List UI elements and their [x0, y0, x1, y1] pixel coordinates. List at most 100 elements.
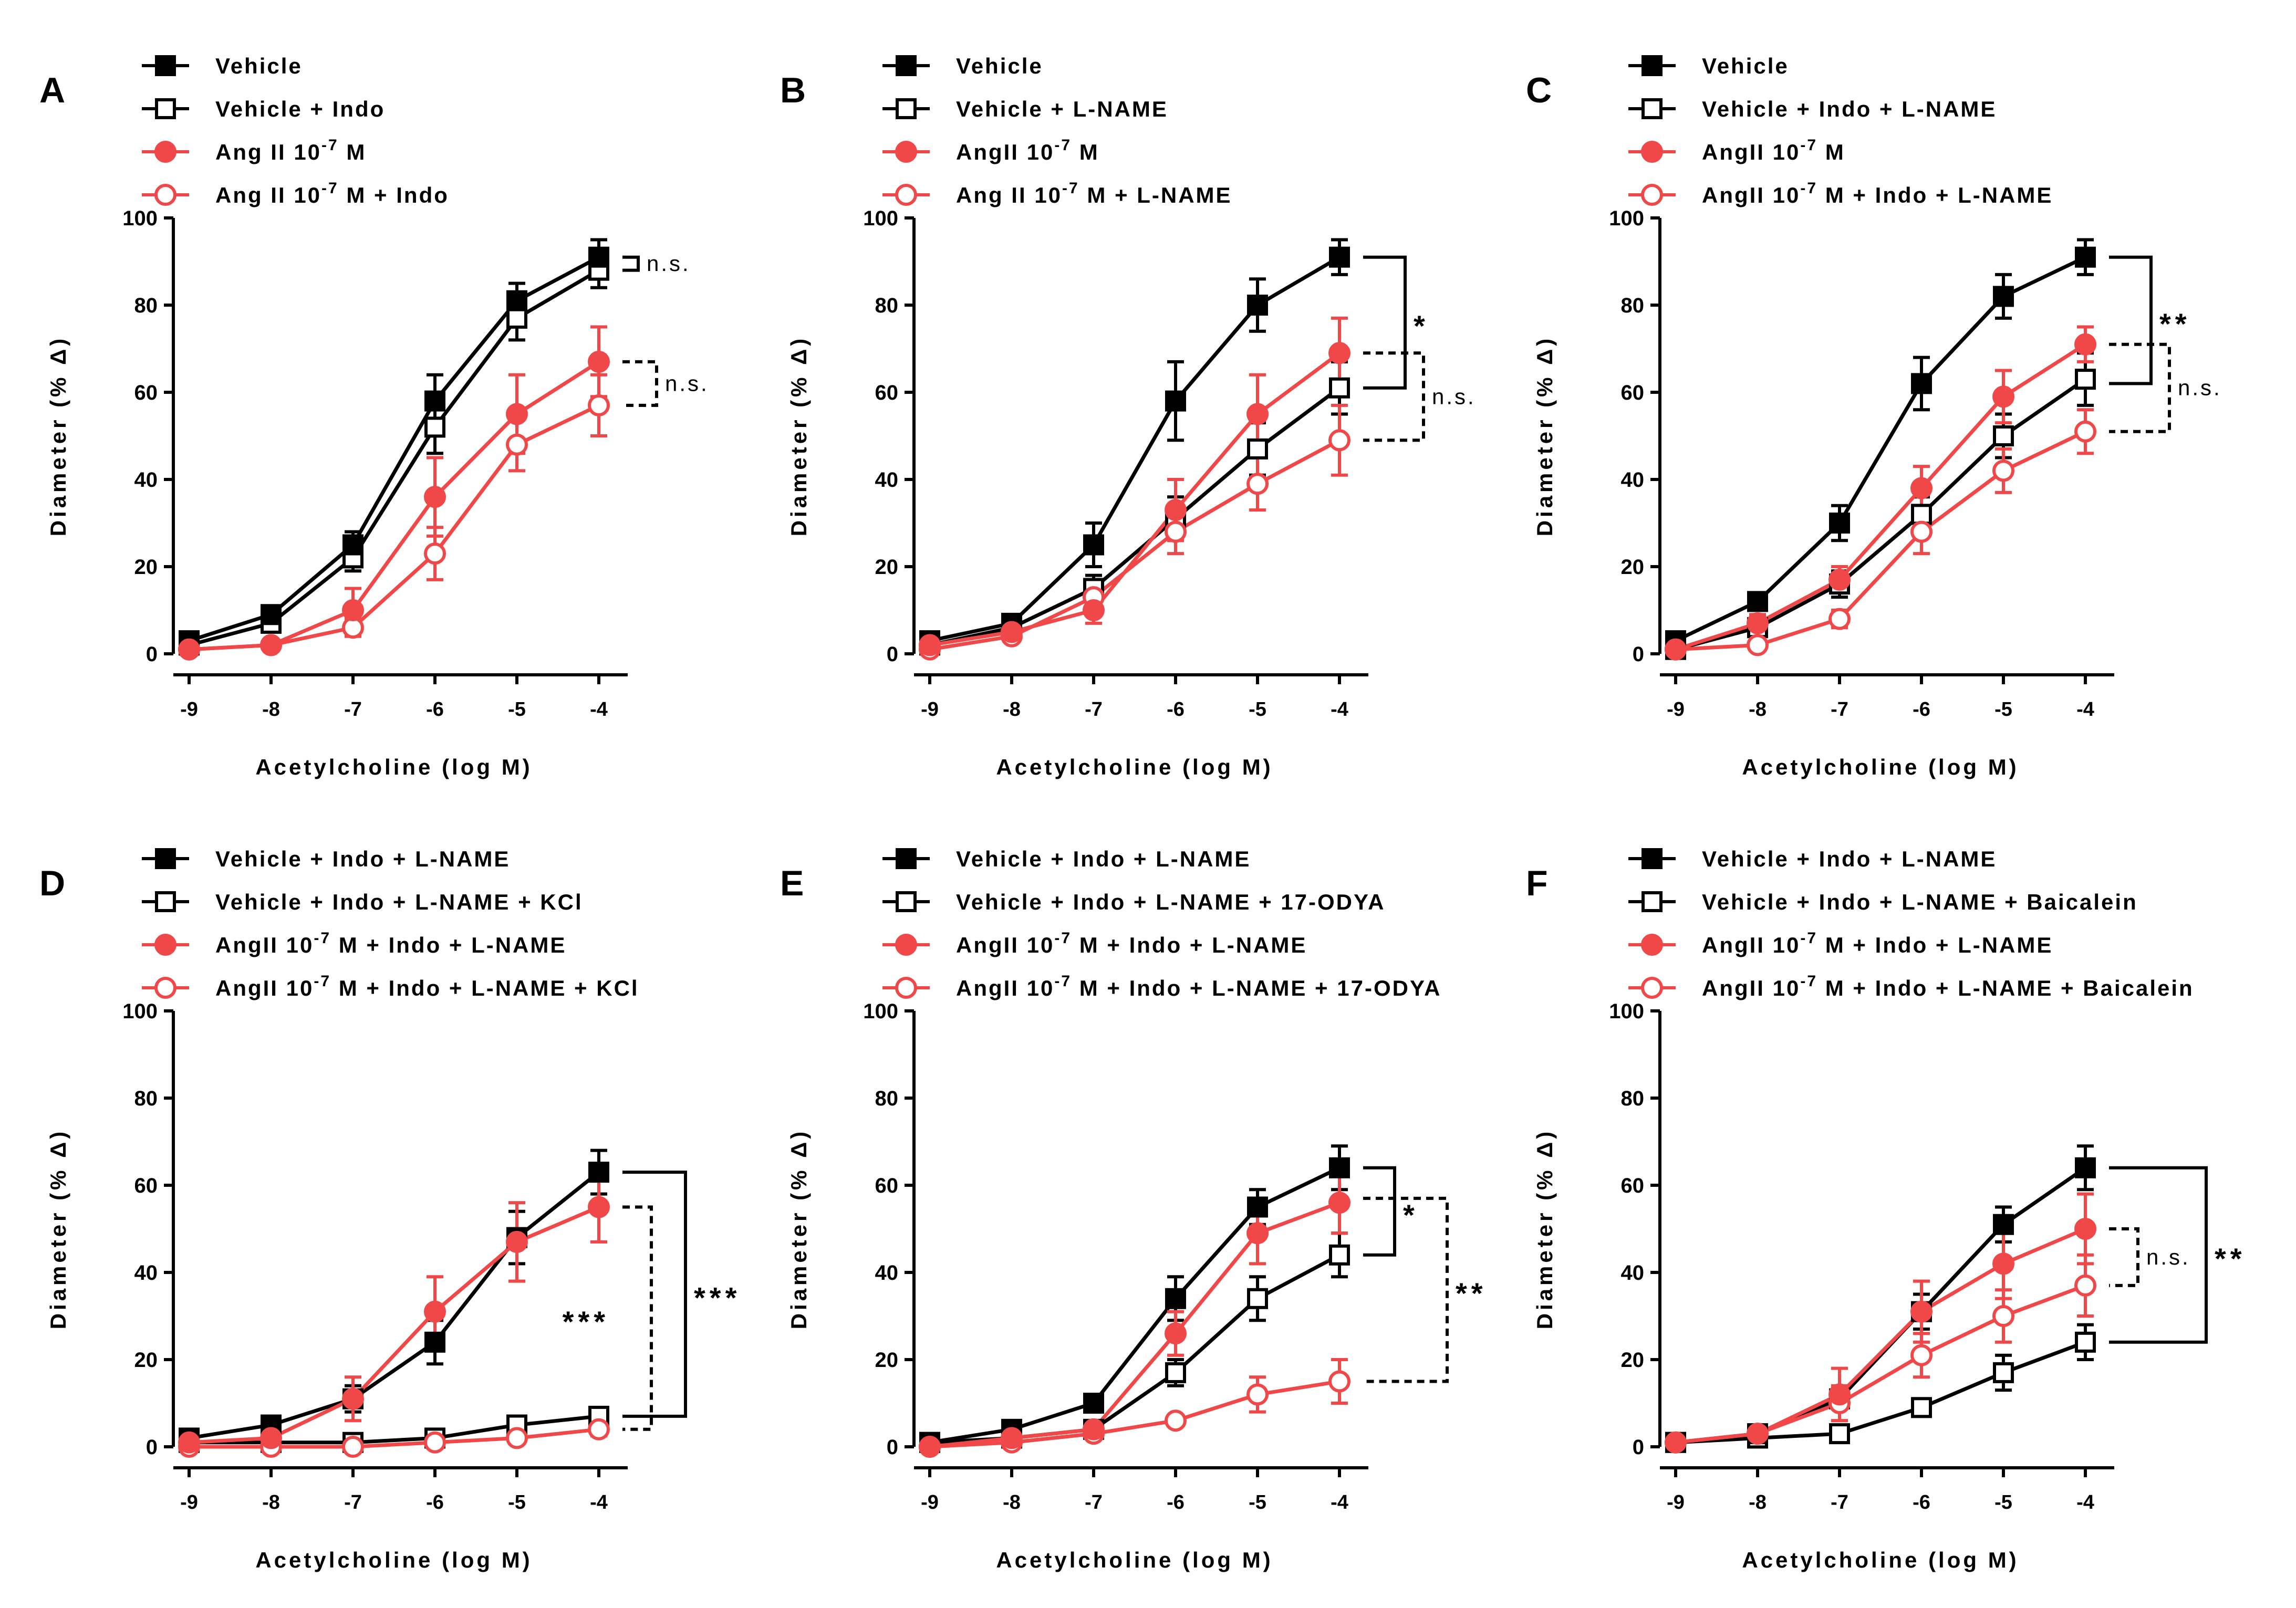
series-line — [189, 403, 600, 652]
series-line — [1675, 1227, 2086, 1445]
y-tick-label: 40 — [875, 1261, 899, 1285]
data-point — [1329, 1157, 1350, 1178]
series-line — [1675, 342, 2086, 652]
data-point — [178, 638, 200, 661]
panel-label: A — [39, 70, 65, 110]
data-point — [1328, 429, 1350, 452]
data-point — [424, 486, 446, 508]
legend-marker — [1641, 141, 1663, 163]
data-point — [1910, 520, 1933, 543]
x-tick-label: -4 — [590, 1491, 608, 1513]
data-point — [424, 1300, 446, 1323]
data-point — [588, 394, 610, 416]
data-point — [1747, 1423, 1769, 1445]
y-tick-label: 80 — [875, 294, 899, 317]
y-tick-label: 40 — [134, 1261, 158, 1285]
data-point — [342, 599, 364, 621]
x-tick-label: -7 — [1831, 1491, 1848, 1513]
legend-marker — [1641, 184, 1663, 206]
y-tick-label: 60 — [875, 1174, 899, 1197]
panel-label: B — [780, 70, 806, 110]
panel-e: E 0 20 40 60 80 100 Diameter (% Δ) -9 -8 -7 -6 -5 -4 A… — [780, 847, 1483, 1572]
y-tick-label: 20 — [875, 556, 899, 579]
data-point — [2074, 1218, 2096, 1240]
x-tick-label: -9 — [180, 698, 198, 721]
significance-label: *** — [694, 1281, 741, 1314]
panel-f: F 0 20 40 60 80 100 Diameter (% Δ) -9 -8 -7 -6 -5 -4 A… — [1526, 847, 2242, 1572]
data-point — [1328, 1370, 1350, 1393]
data-point — [1829, 1423, 1850, 1445]
legend-label: AngII 10-7 M — [956, 137, 1099, 164]
data-point — [1165, 1322, 1187, 1345]
data-point — [1910, 1344, 1933, 1366]
x-axis-label: Acetylcholine (log M) — [996, 755, 1273, 779]
data-point — [1247, 1288, 1268, 1309]
legend-marker — [896, 848, 917, 869]
y-tick-label: 100 — [122, 207, 158, 230]
y-tick-label: 60 — [875, 381, 899, 404]
data-point — [1329, 377, 1350, 399]
y-axis-label: Diameter (% Δ) — [786, 1129, 811, 1330]
legend-marker — [155, 98, 176, 119]
data-point — [919, 1436, 941, 1458]
legend-label: AngII 10-7 M + Indo + L-NAME — [1702, 180, 2053, 207]
data-point — [1329, 1244, 1350, 1266]
data-point — [1993, 1214, 2014, 1235]
x-tick-label: -9 — [1667, 1491, 1685, 1513]
significance-bracket — [622, 360, 658, 407]
x-tick-label: -6 — [1167, 698, 1185, 721]
x-tick-label: -5 — [1994, 1491, 2012, 1513]
x-tick-label: -4 — [2076, 698, 2094, 721]
y-tick-label: 40 — [1621, 468, 1645, 492]
data-point — [1165, 499, 1187, 521]
x-tick-label: -8 — [262, 698, 280, 721]
legend-label: Ang II 10-7 M — [215, 137, 366, 164]
series-line — [189, 360, 600, 652]
legend-marker — [895, 141, 917, 163]
legend-label: Vehicle + L-NAME — [956, 97, 1168, 121]
series-line — [929, 1166, 1341, 1445]
series-line — [929, 255, 1341, 643]
data-point — [1911, 373, 1932, 394]
series-line — [929, 1380, 1340, 1449]
series-line — [189, 1414, 599, 1445]
data-point — [2074, 333, 2096, 356]
data-point — [1911, 1397, 1932, 1418]
y-tick-label: 60 — [1621, 1174, 1645, 1197]
data-point — [342, 534, 363, 556]
legend-marker — [1641, 977, 1663, 999]
x-tick-label: -4 — [1331, 1491, 1348, 1513]
legend-label: Vehicle + Indo + L-NAME — [1702, 97, 1997, 121]
series-line — [1675, 378, 2086, 652]
data-point — [1083, 599, 1105, 621]
y-axis-label: Diameter (% Δ) — [46, 336, 70, 537]
legend-label: Vehicle + Indo + L-NAME — [956, 847, 1251, 871]
y-tick-label: 20 — [875, 1349, 899, 1372]
x-tick-label: -8 — [1003, 698, 1021, 721]
data-point — [1992, 460, 2014, 482]
y-tick-label: 100 — [1609, 207, 1644, 230]
data-point — [1747, 612, 1769, 634]
x-tick-label: -6 — [426, 698, 444, 721]
x-tick-label: -5 — [1249, 1491, 1266, 1513]
data-point — [1083, 534, 1104, 556]
y-tick-label: 100 — [863, 207, 898, 230]
x-tick-label: -7 — [1085, 698, 1103, 721]
significance-label: n.s. — [647, 251, 691, 276]
y-tick-label: 60 — [134, 381, 158, 404]
legend-marker — [896, 98, 917, 119]
significance-bracket — [622, 1171, 687, 1418]
data-point — [1246, 403, 1269, 425]
legend-label: Vehicle + Indo + L-NAME + 17-ODYA — [956, 890, 1386, 914]
significance-label: n.s. — [2178, 375, 2222, 400]
data-point — [260, 1427, 282, 1449]
x-tick-label: -9 — [180, 1491, 198, 1513]
y-tick-label: 0 — [146, 1436, 158, 1459]
x-tick-label: -5 — [508, 1491, 526, 1513]
series-line — [189, 1205, 600, 1445]
data-point — [1247, 438, 1268, 460]
y-tick-label: 60 — [134, 1174, 158, 1197]
data-point — [2075, 1157, 2096, 1178]
legend-marker — [896, 891, 917, 912]
